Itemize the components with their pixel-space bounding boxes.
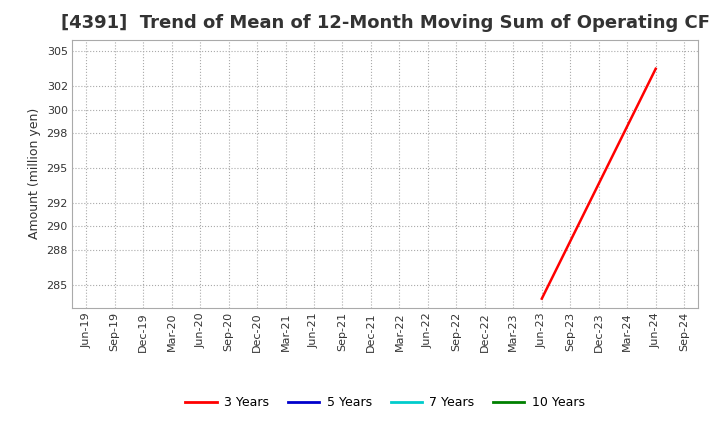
Title: [4391]  Trend of Mean of 12-Month Moving Sum of Operating CF: [4391] Trend of Mean of 12-Month Moving … — [60, 15, 710, 33]
Y-axis label: Amount (million yen): Amount (million yen) — [28, 108, 41, 239]
Legend: 3 Years, 5 Years, 7 Years, 10 Years: 3 Years, 5 Years, 7 Years, 10 Years — [181, 392, 590, 414]
